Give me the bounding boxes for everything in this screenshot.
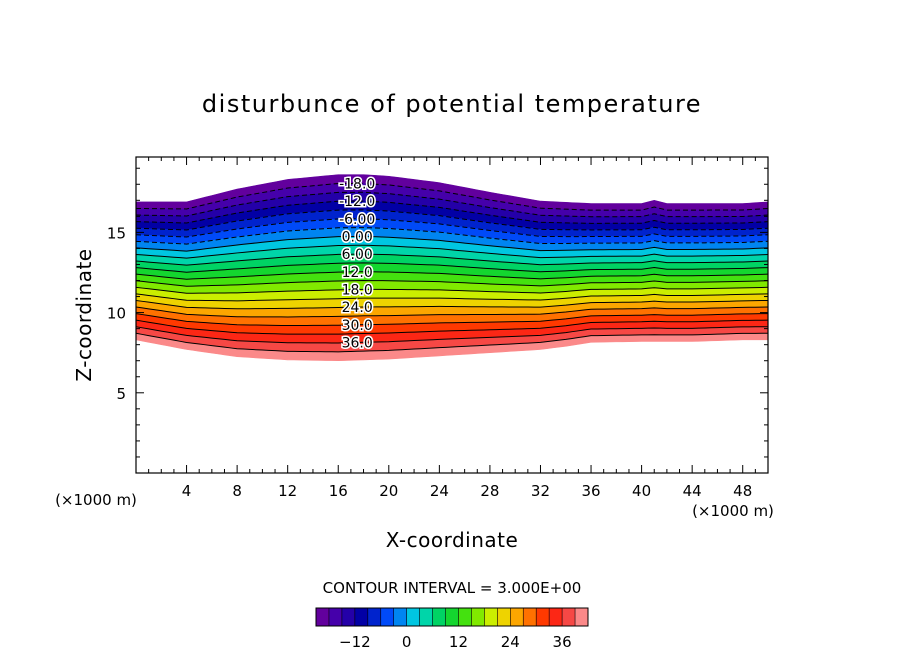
contour-line [136,191,768,218]
contour-line [136,218,768,238]
colorbar [315,607,589,627]
contour-label: 0.00 [342,229,373,245]
x-tick-label: 44 [683,482,702,500]
colorbar-segment [341,608,356,626]
colorbar-segment [549,608,563,626]
colorbar-tick-labels: −12 0 12 24 36 [339,633,572,651]
x-unit-label-right: (×1000 m) [692,502,774,520]
x-tick-labels: 4 8 12 16 20 24 28 32 36 40 44 48 [182,482,752,500]
x-tick-label: 28 [480,482,499,500]
contour-fill [136,174,768,362]
contour-line [136,200,768,224]
contour-line [136,271,768,280]
colorbar-tick-label: 24 [501,633,520,651]
x-tick-label: 8 [232,482,242,500]
x-axis-label: X-coordinate [386,528,519,552]
colorbar-segment [497,608,511,626]
y-tick-label: 15 [107,224,126,242]
y-tick-labels: 5 10 15 [107,224,126,402]
colorbar-segment [419,608,433,626]
colorbar-segment [316,608,330,626]
contour-line [136,299,768,310]
contour-line [136,209,768,231]
contour-line [136,332,768,353]
colorbar-segment [445,608,459,626]
colorbar-tick-label: 12 [449,633,468,651]
x-tick-label: 40 [632,482,651,500]
colorbar-segment [393,608,407,626]
colorbar-segment [328,608,343,626]
colorbar-segment [484,608,498,626]
y-tick-label: 10 [107,305,126,323]
x-tick-label: 20 [379,482,398,500]
x-tick-label: 12 [278,482,297,500]
contour-labels: -18.0 -12.0 -6.000.00 6.00 12.018.0 24.0 30.03… [338,175,377,353]
contour-label: -18.0 [339,176,375,192]
colorbar-segment [536,608,550,626]
colorbar-segment [510,608,524,626]
contour-line [136,182,768,211]
contour-label: 18.0 [342,282,373,298]
colorbar-segment [562,608,576,626]
colorbar-segment [367,608,382,626]
x-tick-label: 36 [581,482,600,500]
x-unit-label-left: (×1000 m) [55,491,137,509]
colorbar-segment [458,608,472,626]
colorbar-segment [406,608,420,626]
x-tick-label: 32 [531,482,550,500]
contour-label: 12.0 [342,265,373,281]
contour-line [136,280,768,287]
colorbar-segment [523,608,537,626]
colorbar-segment [354,608,369,626]
contour-line [136,244,768,259]
colorbar-segment [380,608,395,626]
chart-title: disturbunce of potential temperature [202,90,702,118]
contour-label: 36.0 [342,335,373,351]
colorbar-segment [432,608,446,626]
contour-label: 30.0 [342,318,373,334]
contour-line [136,227,768,245]
contour-line [136,319,768,335]
contour-line [136,235,768,252]
y-tick-label: 5 [116,385,126,403]
contour-line [136,293,768,302]
x-tick-label: 4 [182,482,192,500]
x-tick-label: 16 [329,482,348,500]
contour-label: 6.00 [342,247,373,263]
contour-line [136,253,768,266]
contour-line [136,286,768,294]
x-tick-label: 48 [733,482,752,500]
contour-label: -12.0 [339,194,375,210]
x-tick-label: 24 [430,482,449,500]
y-axis-label: Z-coordinate [72,248,96,381]
contour-line [136,262,768,273]
contour-lines [136,182,768,353]
contour-label: 24.0 [342,300,373,316]
colorbar-segment [575,608,589,626]
contour-line [136,313,768,327]
contour-label: -6.00 [339,212,375,228]
colorbar-tick-label: 0 [402,633,412,651]
axis-ticks [136,157,768,473]
contour-line [136,326,768,344]
colorbar-tick-label: −12 [339,633,371,651]
colorbar-segment [471,608,485,626]
contour-line [136,306,768,318]
contour-interval-label: CONTOUR INTERVAL = 3.000E+00 [323,579,582,597]
colorbar-tick-label: 36 [553,633,572,651]
colorbar-frame [315,607,589,627]
